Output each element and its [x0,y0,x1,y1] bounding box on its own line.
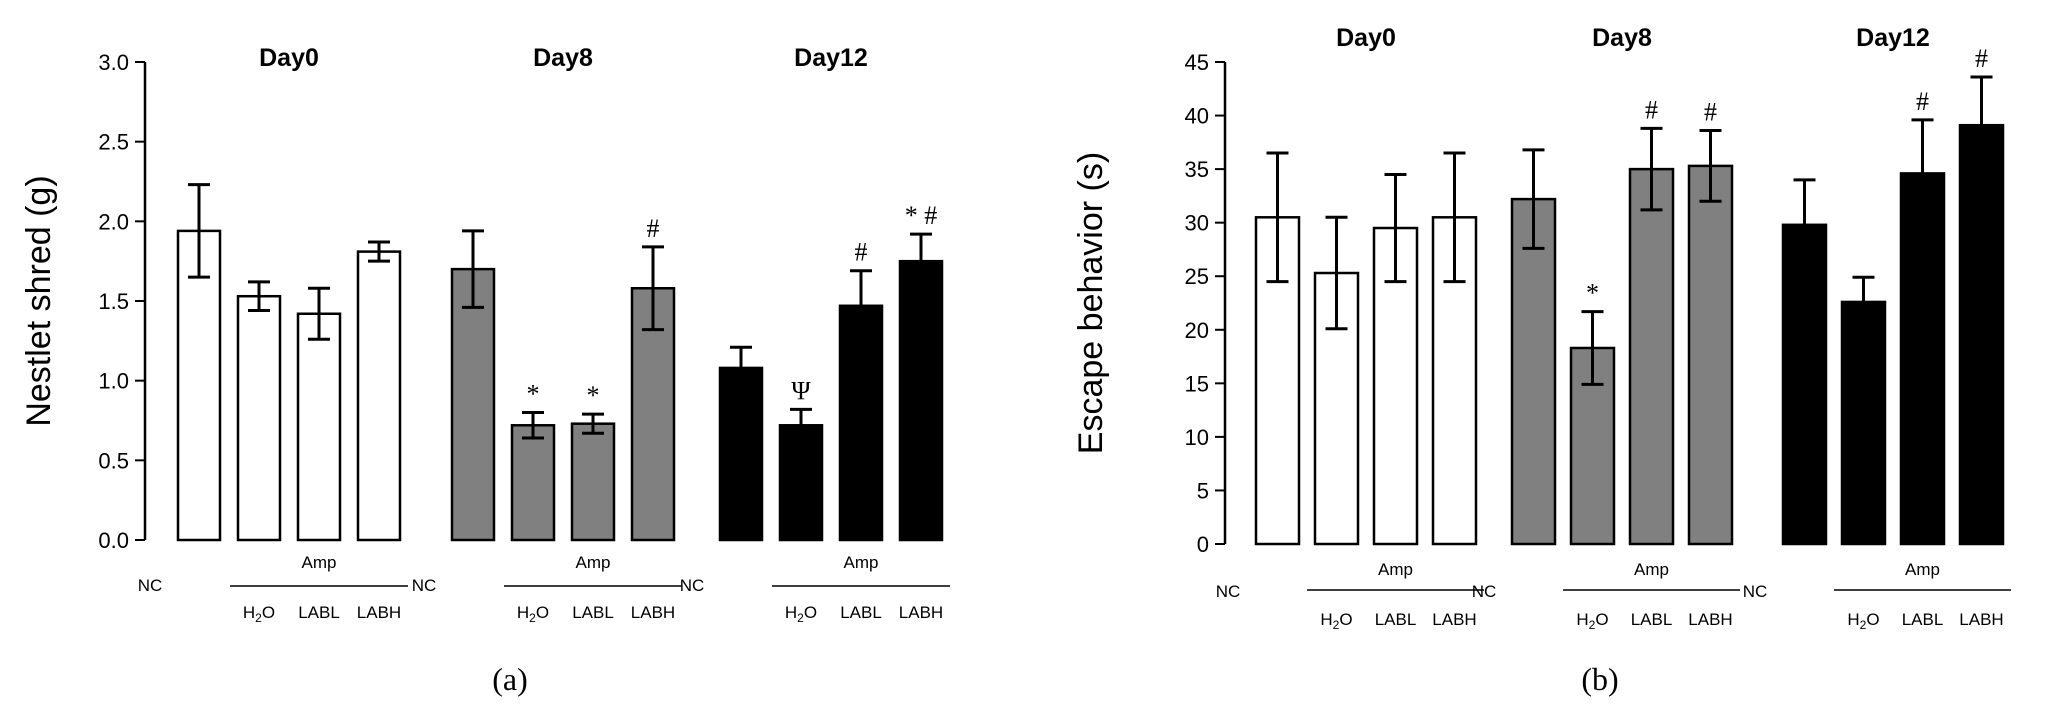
y-tick-label: 2.5 [98,130,129,155]
amp-label: Amp [576,553,611,572]
group-title: Day0 [259,44,319,72]
y-tick-label: 3.0 [98,50,129,75]
labl-label: LABL [1902,610,1944,629]
labh-label: LABH [1688,610,1732,629]
bar [356,250,402,542]
significance-mark: * [1586,279,1599,308]
y-tick-label: 35 [1185,157,1209,182]
bar [838,304,884,542]
group-title: Day12 [794,44,868,72]
bar [296,312,342,542]
labh-label: LABH [1432,610,1476,629]
nc-label: NC [412,576,437,595]
y-tick-label: 0 [1197,532,1209,557]
labh-label: LABH [631,603,675,622]
significance-mark: # [1975,44,1988,73]
h2o-label: H2O [243,603,275,625]
amp-label: Amp [302,553,337,572]
group-title: Day8 [1592,24,1652,52]
bar [1840,300,1887,546]
h2o-label: H2O [785,603,817,625]
bar [1569,346,1616,546]
nc-label: NC [680,576,705,595]
h2o-label: H2O [1320,610,1352,632]
significance-mark: * [527,380,540,409]
bar [1958,123,2005,546]
amp-label: Amp [844,553,879,572]
bar [1510,197,1557,546]
significance-mark: Ψ [791,376,811,405]
bar [1899,172,1946,546]
significance-mark: # [855,238,868,267]
y-tick-label: 2.0 [98,209,129,234]
bar [510,424,556,542]
bar [1781,223,1828,546]
y-tick-label: 30 [1185,211,1209,236]
bar [570,422,616,542]
significance-mark: * [587,381,600,410]
significance-mark: # [1704,98,1717,127]
bar [1628,167,1675,546]
group-title: Day12 [1856,24,1930,52]
labl-label: LABL [1631,610,1673,629]
h2o-label: H2O [517,603,549,625]
y-tick-label: 20 [1185,318,1209,343]
significance-mark: # [647,214,660,243]
bar [450,267,496,542]
bar [898,259,944,542]
significance-mark: * # [905,201,938,230]
y-axis-label: Escape behavior (s) [1072,152,1110,454]
y-axis-label: Nestlet shred (g) [20,175,58,426]
bar [1687,164,1734,546]
y-tick-label: 40 [1185,104,1209,129]
labl-label: LABL [572,603,614,622]
labh-label: LABH [1959,610,2003,629]
labl-label: LABL [1375,610,1417,629]
y-tick-label: 45 [1185,50,1209,75]
h2o-label: H2O [1576,610,1608,632]
group-title: Day8 [533,44,593,72]
amp-label: Amp [1634,560,1669,579]
y-tick-label: 5 [1197,478,1209,503]
y-tick-label: 1.0 [98,369,129,394]
y-tick-label: 25 [1185,264,1209,289]
y-tick-label: 1.5 [98,289,129,314]
chart-panel-1: 0 5 10 15 20 25 30 35 40 45 Escape behavior (s) Day… [1072,24,2011,697]
amp-label: Amp [1905,560,1940,579]
group-title: Day0 [1336,24,1396,52]
nc-label: NC [138,576,163,595]
nc-label: NC [1216,582,1241,601]
chart-panel-0: 0.0 0.5 1.0 1.5 2.0 2.5 3.0 Nestlet shred (g) Da… [20,44,950,697]
y-tick-label: 10 [1185,425,1209,450]
y-tick-label: 0.5 [98,448,129,473]
labh-label: LABH [899,603,943,622]
labl-label: LABL [298,603,340,622]
bar [236,294,282,542]
nc-label: NC [1743,582,1768,601]
y-tick-label: 15 [1185,371,1209,396]
labh-label: LABH [357,603,401,622]
panel-label: (b) [1581,661,1618,697]
h2o-label: H2O [1847,610,1879,632]
bar [718,366,764,542]
y-tick-label: 0.0 [98,528,129,553]
labl-label: LABL [840,603,882,622]
significance-mark: # [1645,95,1658,124]
significance-mark: # [1916,87,1929,116]
nc-label: NC [1472,582,1497,601]
bar [176,229,222,542]
amp-label: Amp [1378,560,1413,579]
panel-label: (a) [492,661,528,697]
